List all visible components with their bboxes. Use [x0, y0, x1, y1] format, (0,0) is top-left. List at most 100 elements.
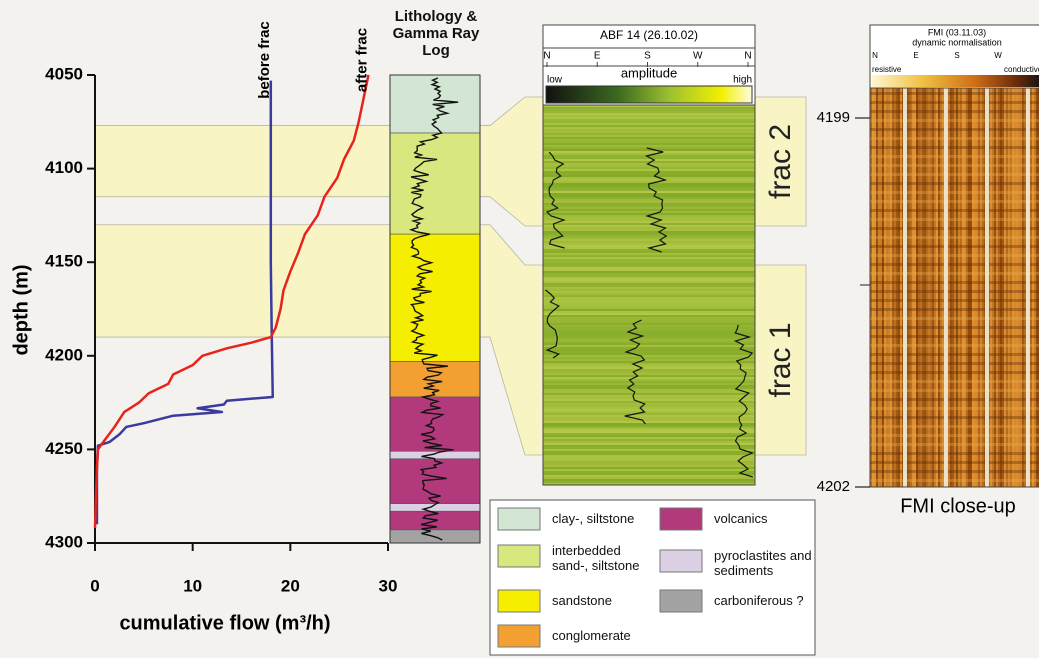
image-stripe [543, 227, 755, 229]
image-stripe [543, 219, 755, 221]
image-stripe [543, 107, 755, 109]
image-stripe [543, 479, 755, 481]
image-stripe [543, 209, 755, 211]
image-stripe [543, 391, 755, 393]
image-stripe [543, 453, 755, 455]
image-stripe [543, 367, 755, 369]
lithology-layer [390, 234, 480, 361]
image-stripe [543, 435, 755, 437]
image-band [870, 146, 1039, 149]
image-band [870, 236, 1039, 239]
image-stripe [543, 371, 755, 373]
image-stripe [543, 169, 755, 171]
image-stripe [543, 139, 755, 141]
image-stripe [543, 343, 755, 345]
legend-swatch [498, 625, 540, 647]
image-stripe [543, 277, 755, 279]
image-stripe [543, 395, 755, 397]
image-stripe [543, 379, 755, 381]
image-stripe [543, 475, 755, 477]
image-stripe [543, 427, 755, 429]
image-band [870, 272, 1039, 275]
scale-high: conductive [1004, 65, 1039, 74]
frac-label: frac 1 [764, 322, 797, 397]
image-stripe [543, 469, 755, 471]
x-axis-label: cumulative flow (m³/h) [119, 612, 330, 634]
frac-label: frac 2 [764, 124, 797, 199]
image-band [870, 137, 1039, 140]
image-stripe [543, 471, 755, 473]
y-tick-label: 4050 [45, 64, 83, 83]
azimuth-label: N [872, 51, 878, 60]
figure: frac 2frac 14050410041504200425043000102… [0, 0, 1039, 658]
image-stripe [543, 253, 755, 255]
image-stripe [543, 249, 755, 251]
image-stripe [543, 355, 755, 357]
image-band [870, 227, 1039, 230]
image-band [870, 281, 1039, 284]
image-stripe [543, 385, 755, 387]
image-stripe [543, 221, 755, 223]
image-stripe [543, 293, 755, 295]
image-stripe [543, 113, 755, 115]
image-stripe [543, 193, 755, 195]
image-stripe [543, 233, 755, 235]
image-band [870, 407, 1039, 410]
fmi-title: FMI (03.11.03) [928, 27, 986, 37]
image-stripe [543, 429, 755, 431]
abf-image [543, 105, 755, 485]
image-stripe [543, 351, 755, 353]
image-stripe [543, 443, 755, 445]
image-stripe [543, 117, 755, 119]
image-stripe [543, 417, 755, 419]
image-stripe [543, 281, 755, 283]
image-stripe [543, 121, 755, 123]
image-stripe [543, 423, 755, 425]
image-stripe [543, 477, 755, 479]
legend-label: interbedded sand-, siltstone [552, 543, 656, 573]
image-stripe [543, 403, 755, 405]
fmi-subtitle: dynamic normalisation [912, 37, 1002, 47]
image-stripe [543, 337, 755, 339]
image-stripe [543, 207, 755, 209]
pad-gap [903, 88, 907, 487]
azimuth-label: W [994, 51, 1002, 60]
image-stripe [543, 243, 755, 245]
image-band [870, 101, 1039, 104]
image-stripe [543, 411, 755, 413]
image-stripe [543, 461, 755, 463]
lithology-layer [390, 451, 480, 458]
image-stripe [543, 339, 755, 341]
image-band [870, 110, 1039, 113]
image-stripe [543, 437, 755, 439]
azimuth-label: E [594, 51, 601, 62]
image-stripe [543, 321, 755, 323]
scale-high: high [733, 75, 752, 86]
image-stripe [543, 259, 755, 261]
image-stripe [543, 445, 755, 447]
image-stripe [543, 455, 755, 457]
abf-colorbar [546, 86, 752, 103]
image-stripe [543, 287, 755, 289]
abf-title: ABF 14 (26.10.02) [600, 28, 698, 42]
image-stripe [543, 433, 755, 435]
image-band [870, 434, 1039, 437]
image-stripe [543, 269, 755, 271]
image-stripe [543, 217, 755, 219]
image-band [870, 245, 1039, 248]
image-stripe [543, 303, 755, 305]
x-tick-label: 20 [281, 576, 300, 595]
image-stripe [543, 325, 755, 327]
image-stripe [543, 141, 755, 143]
image-stripe [543, 197, 755, 199]
image-stripe [543, 309, 755, 311]
image-stripe [543, 381, 755, 383]
image-band [870, 461, 1039, 464]
image-stripe [543, 289, 755, 291]
image-stripe [543, 375, 755, 377]
image-stripe [543, 115, 755, 117]
image-stripe [543, 389, 755, 391]
image-stripe [543, 297, 755, 299]
image-stripe [543, 363, 755, 365]
image-stripe [543, 171, 755, 173]
